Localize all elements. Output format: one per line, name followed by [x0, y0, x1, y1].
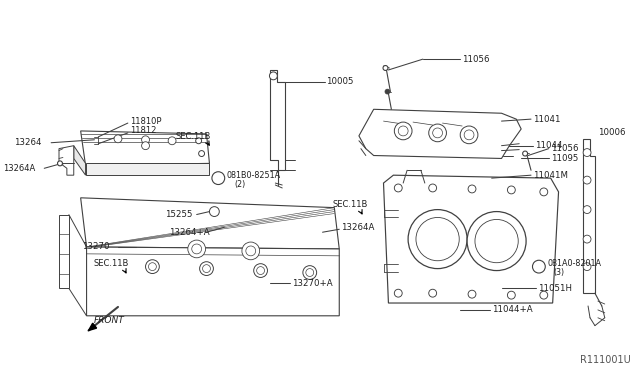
Circle shape [508, 291, 515, 299]
Circle shape [540, 291, 548, 299]
Text: (2): (2) [234, 180, 245, 189]
Circle shape [583, 263, 591, 270]
Circle shape [468, 185, 476, 193]
Circle shape [168, 137, 176, 145]
Polygon shape [359, 109, 521, 158]
Polygon shape [69, 215, 86, 316]
Circle shape [523, 151, 527, 156]
Text: SEC.11B: SEC.11B [93, 259, 129, 268]
Circle shape [408, 209, 467, 269]
Text: 13264A: 13264A [341, 223, 374, 232]
Polygon shape [59, 146, 74, 175]
Text: 10005: 10005 [326, 77, 354, 86]
Text: 15255: 15255 [165, 210, 193, 219]
Text: R111001U: R111001U [580, 355, 631, 365]
Circle shape [468, 290, 476, 298]
Circle shape [583, 235, 591, 243]
Polygon shape [88, 323, 97, 331]
Text: 11812: 11812 [130, 126, 156, 135]
Text: B: B [216, 174, 221, 183]
Circle shape [141, 142, 150, 150]
Circle shape [383, 65, 388, 70]
Text: (3): (3) [554, 268, 564, 277]
Circle shape [242, 242, 260, 260]
Circle shape [460, 126, 478, 144]
Circle shape [429, 184, 436, 192]
Text: 11051H: 11051H [538, 284, 572, 293]
Text: 11041: 11041 [533, 115, 561, 124]
Circle shape [145, 260, 159, 273]
Circle shape [253, 264, 268, 278]
Polygon shape [59, 215, 69, 288]
Text: B: B [536, 262, 541, 271]
Polygon shape [81, 131, 209, 165]
Circle shape [583, 176, 591, 184]
Circle shape [192, 244, 202, 254]
Text: 13270+A: 13270+A [292, 279, 333, 288]
Circle shape [58, 161, 63, 166]
Polygon shape [383, 175, 559, 303]
Circle shape [269, 72, 277, 80]
Circle shape [583, 149, 591, 157]
Circle shape [198, 151, 205, 157]
Circle shape [416, 218, 460, 261]
Circle shape [394, 289, 402, 297]
Circle shape [433, 128, 442, 138]
Circle shape [303, 266, 317, 279]
Polygon shape [86, 163, 209, 175]
Circle shape [212, 172, 225, 185]
Text: 11044: 11044 [535, 141, 563, 150]
Polygon shape [583, 139, 595, 293]
Text: 11810P: 11810P [130, 116, 161, 126]
Circle shape [188, 240, 205, 258]
Circle shape [196, 138, 202, 144]
Text: SEC.11B: SEC.11B [175, 132, 211, 141]
Circle shape [394, 184, 402, 192]
Text: FRONT: FRONT [93, 316, 124, 325]
Text: 13264: 13264 [14, 138, 41, 147]
Circle shape [508, 186, 515, 194]
Polygon shape [74, 146, 86, 175]
Text: 11056: 11056 [550, 144, 578, 153]
Text: 081B0-8251A: 081B0-8251A [226, 171, 280, 180]
Text: SEC.11B: SEC.11B [332, 200, 368, 209]
Text: 13264A: 13264A [3, 164, 35, 173]
Circle shape [257, 267, 264, 275]
Text: 11095: 11095 [550, 154, 578, 163]
Text: 11056: 11056 [462, 55, 490, 64]
Circle shape [203, 264, 211, 273]
Polygon shape [271, 70, 285, 170]
Text: 081A0-8201A: 081A0-8201A [548, 259, 602, 268]
Circle shape [532, 260, 545, 273]
Circle shape [475, 219, 518, 263]
Text: 13270: 13270 [82, 243, 109, 251]
Circle shape [583, 206, 591, 214]
Polygon shape [81, 198, 339, 249]
Circle shape [306, 269, 314, 276]
Circle shape [246, 246, 255, 256]
Text: 11041M: 11041M [533, 171, 568, 180]
Circle shape [141, 136, 150, 144]
Circle shape [464, 130, 474, 140]
Polygon shape [86, 247, 339, 316]
Circle shape [200, 262, 213, 276]
Circle shape [429, 124, 447, 142]
Circle shape [385, 89, 390, 94]
Circle shape [467, 212, 526, 270]
Circle shape [398, 126, 408, 136]
Text: 10006: 10006 [598, 128, 625, 137]
Circle shape [429, 289, 436, 297]
Circle shape [148, 263, 156, 270]
Text: 11044+A: 11044+A [492, 305, 532, 314]
Circle shape [209, 207, 220, 217]
Circle shape [114, 135, 122, 143]
Text: 13264+A: 13264+A [169, 228, 210, 237]
Circle shape [394, 122, 412, 140]
Circle shape [540, 188, 548, 196]
